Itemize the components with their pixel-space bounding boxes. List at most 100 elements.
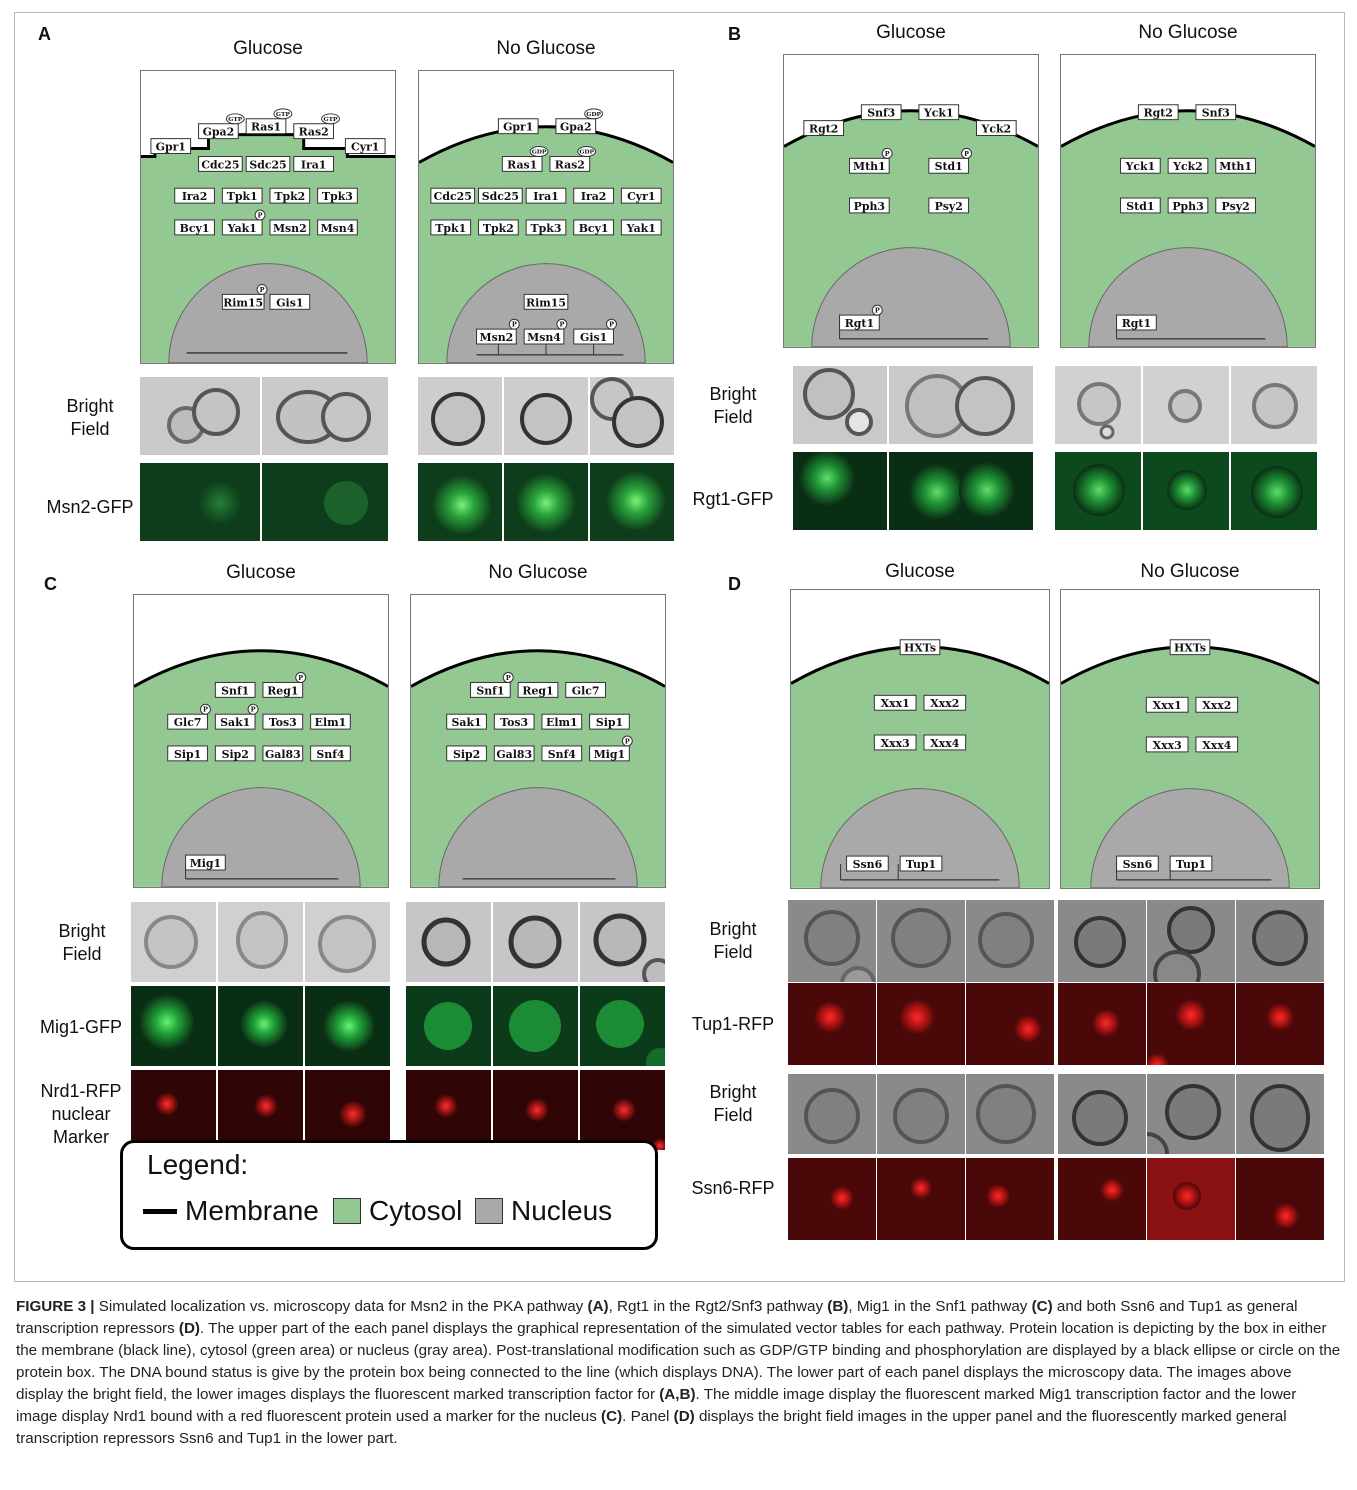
panel-d-bf-image (1236, 1074, 1324, 1154)
protein-xxx4: Xxx4 (1195, 736, 1239, 753)
svg-text:Ras2: Ras2 (299, 126, 329, 139)
panel-c-gfp-image (580, 986, 665, 1066)
svg-text:Ras2: Ras2 (555, 158, 585, 171)
panel-c-label: C (44, 574, 57, 594)
svg-text:Gal83: Gal83 (496, 748, 532, 761)
svg-text:Gis1: Gis1 (276, 296, 303, 309)
panel-c-bf-image (493, 902, 578, 982)
svg-text:Elm1: Elm1 (315, 716, 347, 729)
svg-text:GDP: GDP (532, 149, 547, 156)
svg-text:Xxx3: Xxx3 (881, 737, 910, 750)
svg-text:Ira2: Ira2 (182, 190, 208, 203)
protein-ira2: Ira2 (174, 187, 215, 204)
svg-text:GDP: GDP (579, 149, 594, 156)
protein-rim15: Rim15 P (221, 283, 268, 310)
svg-text:Mig1: Mig1 (594, 748, 625, 761)
svg-text:Yck2: Yck2 (1172, 160, 1203, 173)
svg-text:GTP: GTP (228, 116, 242, 123)
protein-snf1: Snf1 (214, 681, 256, 698)
protein-psy2: Psy2 (1215, 197, 1256, 214)
panel-b-bf-image (1143, 366, 1229, 444)
svg-text:P: P (625, 737, 630, 745)
svg-text:Rgt1: Rgt1 (1122, 317, 1151, 330)
panel-d-rfp-image (966, 983, 1054, 1065)
svg-text:Cdc25: Cdc25 (434, 190, 472, 203)
svg-text:Cyr1: Cyr1 (627, 190, 655, 203)
svg-text:Gpa2: Gpa2 (560, 121, 592, 134)
panel-d-bf-image (966, 1074, 1054, 1154)
panel-c-glucose-diagram: Snf1 Reg1 P Glc7 P Sak1 P Tos3 Elm1 Sip1 Si… (133, 594, 389, 888)
protein-tup1: Tup1 (1169, 855, 1213, 872)
svg-text:Snf4: Snf4 (548, 748, 576, 761)
legend-cytosol: Cytosol (333, 1195, 462, 1227)
protein-gpr1: Gpr1 (150, 138, 192, 154)
svg-text:Sip2: Sip2 (222, 748, 249, 761)
caption-figure-label: FIGURE 3 | (16, 1298, 95, 1315)
panel-d-bf-image (788, 1074, 876, 1154)
panel-d-bf-label: Bright Field (709, 919, 757, 962)
protein-tos3: Tos3 (493, 713, 535, 730)
svg-text:Gpr1: Gpr1 (503, 121, 533, 134)
protein-rgt2: Rgt2 (1137, 104, 1179, 121)
protein-rim15: Rim15 (523, 293, 569, 310)
panel-d-rfp-image (1058, 1158, 1146, 1240)
legend: Legend: Membrane Cytosol Nucleus (120, 1140, 658, 1250)
svg-text:Xxx3: Xxx3 (1153, 739, 1182, 752)
svg-text:Xxx2: Xxx2 (1202, 699, 1231, 712)
panel-a-noglucose-diagram: Gpr1 Gpa2 GDP Ras1 GDP Ras2 GDP Cdc25 Sdc25… (418, 70, 674, 364)
svg-text:P: P (298, 674, 303, 682)
svg-text:Ira1: Ira1 (301, 158, 327, 171)
protein-gpa2: Gpa2 GDP (555, 108, 604, 135)
svg-text:Std1: Std1 (935, 160, 963, 173)
protein-ras1: Ras1 GTP (245, 108, 293, 135)
svg-text:Ras1: Ras1 (251, 121, 281, 134)
svg-text:Xxx4: Xxx4 (930, 737, 959, 750)
svg-text:Xxx1: Xxx1 (1153, 699, 1182, 712)
panel-c-glucose-title: Glucose (226, 562, 296, 583)
svg-text:GDP: GDP (586, 111, 601, 118)
svg-text:Tpk1: Tpk1 (227, 190, 258, 203)
protein-tpk1: Tpk1 (430, 219, 472, 236)
svg-text:Yck2: Yck2 (981, 123, 1012, 136)
protein-ras2: Ras2 GDP (549, 146, 597, 172)
svg-text:Msn4: Msn4 (527, 331, 561, 344)
panel-d-rfp-image (1236, 1158, 1324, 1240)
svg-text:P: P (251, 706, 256, 714)
protein-snf4: Snf4 (541, 745, 583, 762)
protein-msn4: Msn4 (317, 219, 358, 236)
protein-hxts: HXTs (899, 639, 941, 656)
svg-text:Tup1: Tup1 (1176, 858, 1206, 871)
protein-tos3: Tos3 (262, 713, 304, 730)
svg-text:Tpk3: Tpk3 (531, 222, 562, 235)
panel-c-gfp-image (406, 986, 491, 1066)
panel-a-gfp-image (140, 463, 260, 541)
panel-d-rfp-image (877, 1158, 965, 1240)
svg-text:Yck1: Yck1 (923, 107, 954, 120)
svg-text:Msn2: Msn2 (273, 222, 307, 235)
protein-yck2: Yck2 (1167, 157, 1209, 174)
svg-text:P: P (885, 150, 890, 158)
svg-text:Rgt2: Rgt2 (1144, 107, 1173, 120)
svg-text:Tpk1: Tpk1 (435, 222, 466, 235)
svg-text:Sip2: Sip2 (453, 748, 480, 761)
panel-a-bf-image (504, 377, 588, 455)
protein-sdc25: Sdc25 (245, 155, 291, 172)
svg-text:Snf1: Snf1 (221, 684, 249, 697)
panel-b-bf-image (793, 366, 887, 444)
protein-glc7: Glc7 (565, 681, 606, 698)
svg-text:HXTs: HXTs (1174, 642, 1206, 655)
protein-snf3: Snf3 (1195, 104, 1237, 121)
panel-b-gfp-image (1143, 452, 1229, 530)
protein-tpk2: Tpk2 (478, 219, 519, 236)
protein-hxts: HXTs (1169, 639, 1211, 656)
svg-text:Gpa2: Gpa2 (203, 126, 235, 139)
svg-text:Reg1: Reg1 (267, 684, 298, 697)
protein-sip1: Sip1 (589, 713, 630, 730)
svg-text:Rgt1: Rgt1 (845, 317, 874, 330)
svg-text:Rgt2: Rgt2 (809, 123, 838, 136)
